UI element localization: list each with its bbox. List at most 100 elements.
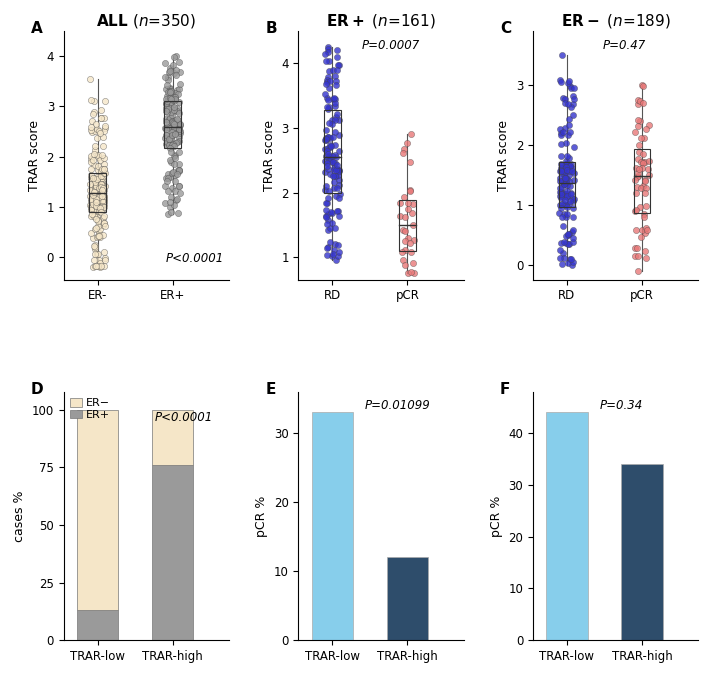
Point xyxy=(569,167,580,178)
Point xyxy=(320,204,332,215)
Point xyxy=(567,212,579,223)
Text: C: C xyxy=(500,21,511,36)
Point xyxy=(170,120,182,131)
Point xyxy=(333,130,345,141)
Point xyxy=(568,224,579,235)
Point xyxy=(396,246,407,257)
Point xyxy=(323,131,334,142)
Point xyxy=(408,235,420,246)
Point xyxy=(397,254,408,265)
Point xyxy=(560,173,571,184)
Point xyxy=(95,206,106,217)
Point xyxy=(86,121,97,132)
Point xyxy=(173,97,184,108)
Point xyxy=(169,102,180,113)
Point xyxy=(329,139,340,150)
Point xyxy=(404,185,415,197)
Point xyxy=(171,51,182,62)
Point xyxy=(94,258,105,269)
Point xyxy=(171,64,182,75)
Point xyxy=(87,190,99,201)
Point xyxy=(89,242,100,253)
Point xyxy=(559,123,571,134)
Point xyxy=(629,242,640,253)
Point xyxy=(169,158,180,170)
Point xyxy=(172,115,184,126)
Point xyxy=(562,192,573,203)
Point xyxy=(172,164,184,175)
Point xyxy=(324,152,335,163)
Point xyxy=(98,183,109,194)
Bar xyxy=(621,464,663,640)
Point xyxy=(406,266,417,277)
Point xyxy=(89,255,100,266)
Point xyxy=(334,189,345,200)
Point xyxy=(329,183,340,194)
Point xyxy=(164,62,176,73)
Point xyxy=(632,171,644,182)
Point xyxy=(84,178,96,189)
Point xyxy=(161,137,172,148)
Point xyxy=(644,119,655,130)
Point xyxy=(563,98,574,109)
Point xyxy=(169,170,181,181)
Point xyxy=(330,190,342,201)
Point xyxy=(320,210,332,221)
Point xyxy=(562,174,573,185)
Point xyxy=(165,86,177,98)
Point xyxy=(640,175,651,186)
Point xyxy=(564,253,576,264)
Point xyxy=(320,133,332,144)
Point xyxy=(93,215,104,226)
Point xyxy=(558,199,569,210)
Point xyxy=(632,121,644,132)
Point xyxy=(168,95,179,106)
Point xyxy=(174,135,185,146)
Point xyxy=(86,181,97,192)
Point xyxy=(559,167,571,178)
Point xyxy=(324,169,335,180)
Point xyxy=(94,254,105,265)
Point xyxy=(85,154,96,165)
Point xyxy=(164,134,175,145)
Point xyxy=(161,124,172,135)
Point xyxy=(559,188,571,199)
Point xyxy=(556,203,567,214)
Point xyxy=(91,206,103,217)
Point xyxy=(99,122,111,133)
Point xyxy=(630,174,641,185)
Text: P=0.47: P=0.47 xyxy=(603,39,646,51)
Point xyxy=(164,122,175,134)
Point xyxy=(174,84,185,95)
Point xyxy=(96,149,108,160)
Point xyxy=(173,89,184,100)
Point xyxy=(94,202,106,213)
Point xyxy=(323,148,334,159)
Point xyxy=(95,165,106,176)
Point xyxy=(174,126,185,137)
Point xyxy=(636,162,647,173)
Point xyxy=(408,268,420,279)
Point xyxy=(320,133,332,144)
Point xyxy=(632,153,644,164)
Point xyxy=(569,174,580,185)
Point xyxy=(174,188,185,199)
Point xyxy=(634,164,645,175)
Point xyxy=(556,76,567,87)
Text: P<0.0001: P<0.0001 xyxy=(155,411,213,424)
Point xyxy=(95,105,106,116)
Point xyxy=(171,125,182,136)
Point xyxy=(162,169,174,180)
Point xyxy=(167,117,178,128)
Point xyxy=(328,164,340,175)
Point xyxy=(167,131,178,142)
Point xyxy=(97,131,108,143)
Point xyxy=(333,206,344,217)
Point xyxy=(167,118,178,129)
Point xyxy=(162,75,174,86)
Point xyxy=(173,165,184,176)
Point xyxy=(166,167,177,179)
Point xyxy=(99,153,110,164)
Point xyxy=(560,199,571,210)
Point xyxy=(568,193,579,204)
